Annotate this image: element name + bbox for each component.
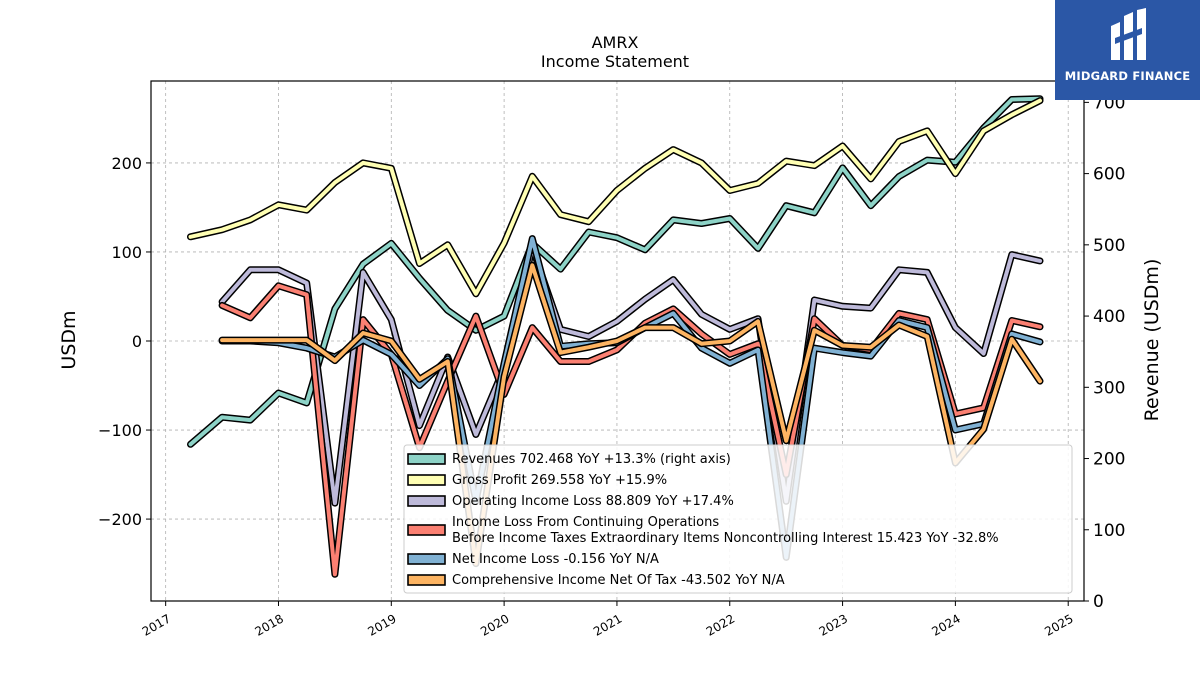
y-axis-label-right: Revenue (USDm) bbox=[1141, 259, 1163, 422]
legend-swatch-2 bbox=[407, 495, 446, 507]
x-tick-label: 2017 bbox=[140, 611, 173, 638]
series-line-5 bbox=[220, 263, 1042, 566]
series-line-2 bbox=[220, 245, 1042, 506]
series-layer bbox=[187, 95, 1044, 578]
x-tick-label: 2020 bbox=[478, 611, 511, 638]
y-tick-label-right: 0 bbox=[1093, 592, 1104, 612]
x-tick-label: 2022 bbox=[704, 611, 737, 638]
midgard-logo-icon bbox=[1111, 8, 1146, 60]
x-tick-label: 2023 bbox=[817, 611, 850, 638]
legend-label-3: Income Loss From Continuing Operations bbox=[452, 515, 719, 530]
y-tick-label-left: 0 bbox=[132, 332, 142, 351]
y-tick-label-left: −100 bbox=[98, 421, 142, 440]
y-tick-label-right: 100 bbox=[1093, 521, 1125, 541]
x-tick-label: 2021 bbox=[591, 611, 624, 638]
x-tick-label: 2025 bbox=[1042, 611, 1075, 638]
y-tick-label-right: 200 bbox=[1093, 450, 1125, 470]
legend-box bbox=[403, 444, 1073, 594]
series-line-0 bbox=[188, 96, 1042, 447]
logo-text: MIDGARD FINANCE bbox=[1064, 69, 1191, 83]
legend-swatch-0 bbox=[407, 453, 446, 465]
legend-label-3: Before Income Taxes Extraordinary Items … bbox=[452, 531, 999, 546]
midgard-finance-logo: MIDGARD FINANCE bbox=[1055, 0, 1200, 100]
y-tick-label-left: 100 bbox=[111, 243, 142, 262]
legend-label-1: Gross Profit 269.558 YoY +15.9% bbox=[452, 473, 667, 488]
legend-swatch-3 bbox=[407, 524, 446, 536]
chart-subtitle: Income Statement bbox=[541, 52, 689, 71]
legend-label-0: Revenues 702.468 YoY +13.3% (right axis) bbox=[452, 452, 731, 467]
y-axis-label-left: USDm bbox=[58, 310, 80, 369]
legend-label-2: Operating Income Loss 88.809 YoY +17.4% bbox=[452, 494, 734, 509]
y-tick-label-right: 600 bbox=[1093, 165, 1125, 185]
y-tick-label-right: 400 bbox=[1093, 307, 1125, 327]
x-tick-label: 2019 bbox=[365, 611, 398, 638]
y-tick-label-right: 500 bbox=[1093, 236, 1125, 256]
x-tick-label: 2024 bbox=[929, 611, 962, 638]
legend-swatch-4 bbox=[407, 553, 446, 565]
y-tick-label-left: 200 bbox=[111, 154, 142, 173]
y-tick-label-left: −200 bbox=[98, 510, 142, 529]
chart-title: AMRX bbox=[592, 33, 639, 52]
x-tick-label: 2018 bbox=[253, 611, 286, 638]
legend-swatch-5 bbox=[407, 574, 446, 586]
legend-label-4: Net Income Loss -0.156 YoY N/A bbox=[452, 552, 659, 567]
y-tick-label-right: 300 bbox=[1093, 378, 1125, 398]
legend-label-5: Comprehensive Income Net Of Tax -43.502 … bbox=[452, 573, 785, 588]
legend-swatch-1 bbox=[407, 474, 446, 486]
series-line-1 bbox=[188, 98, 1042, 296]
